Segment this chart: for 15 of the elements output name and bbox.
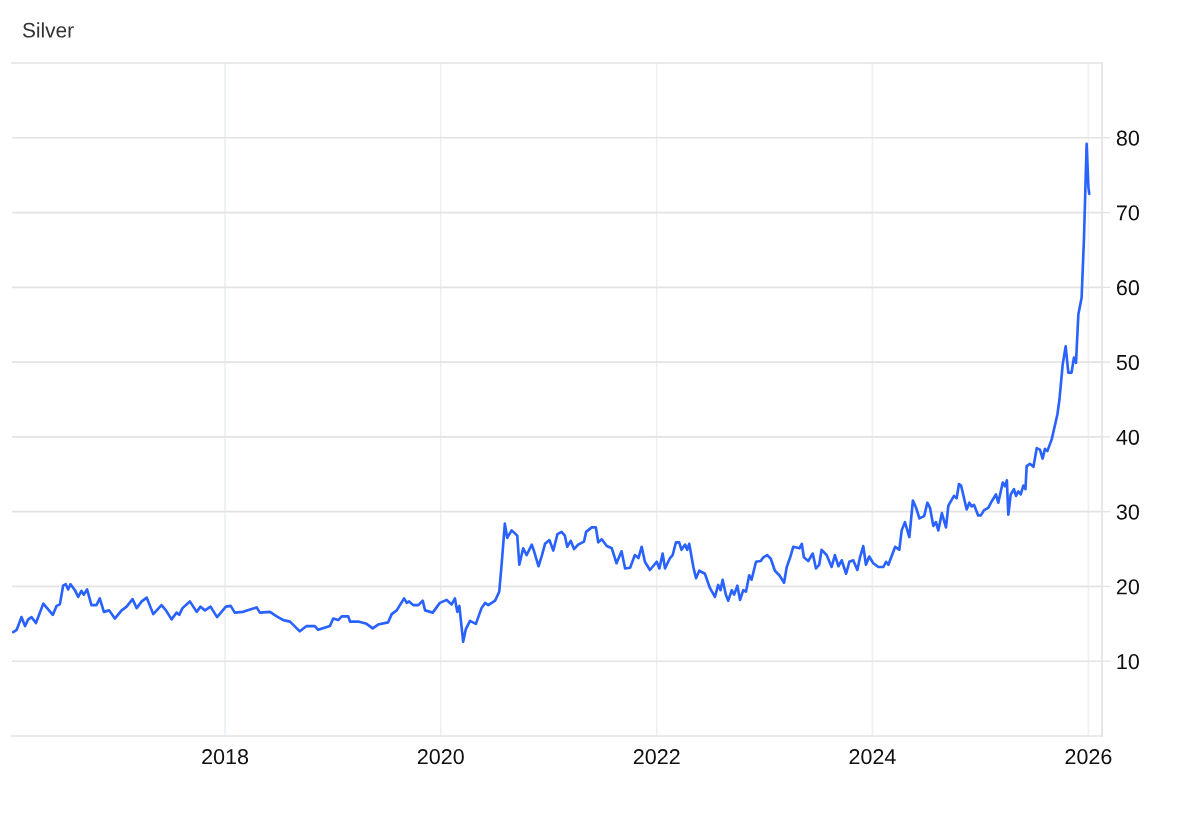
line-series xyxy=(12,142,1091,644)
x-tick-label: 2026 xyxy=(1065,749,1112,765)
x-tick-label: 2024 xyxy=(849,749,896,765)
y-tick-label: 70 xyxy=(1116,205,1139,221)
y-tick-label: 80 xyxy=(1116,130,1139,146)
y-tick-label: 40 xyxy=(1116,429,1139,445)
y-tick-label: 20 xyxy=(1116,579,1139,595)
y-tick-label: 10 xyxy=(1117,653,1139,670)
y-tick-label: 30 xyxy=(1116,504,1139,520)
x-tick-label: 2020 xyxy=(417,749,464,765)
chart-title: Silver xyxy=(22,22,74,38)
x-tick-label: 2022 xyxy=(633,749,680,765)
x-tick-label: 2018 xyxy=(202,749,249,765)
y-tick-label: 60 xyxy=(1116,280,1139,296)
y-tick-label: 50 xyxy=(1116,354,1139,371)
